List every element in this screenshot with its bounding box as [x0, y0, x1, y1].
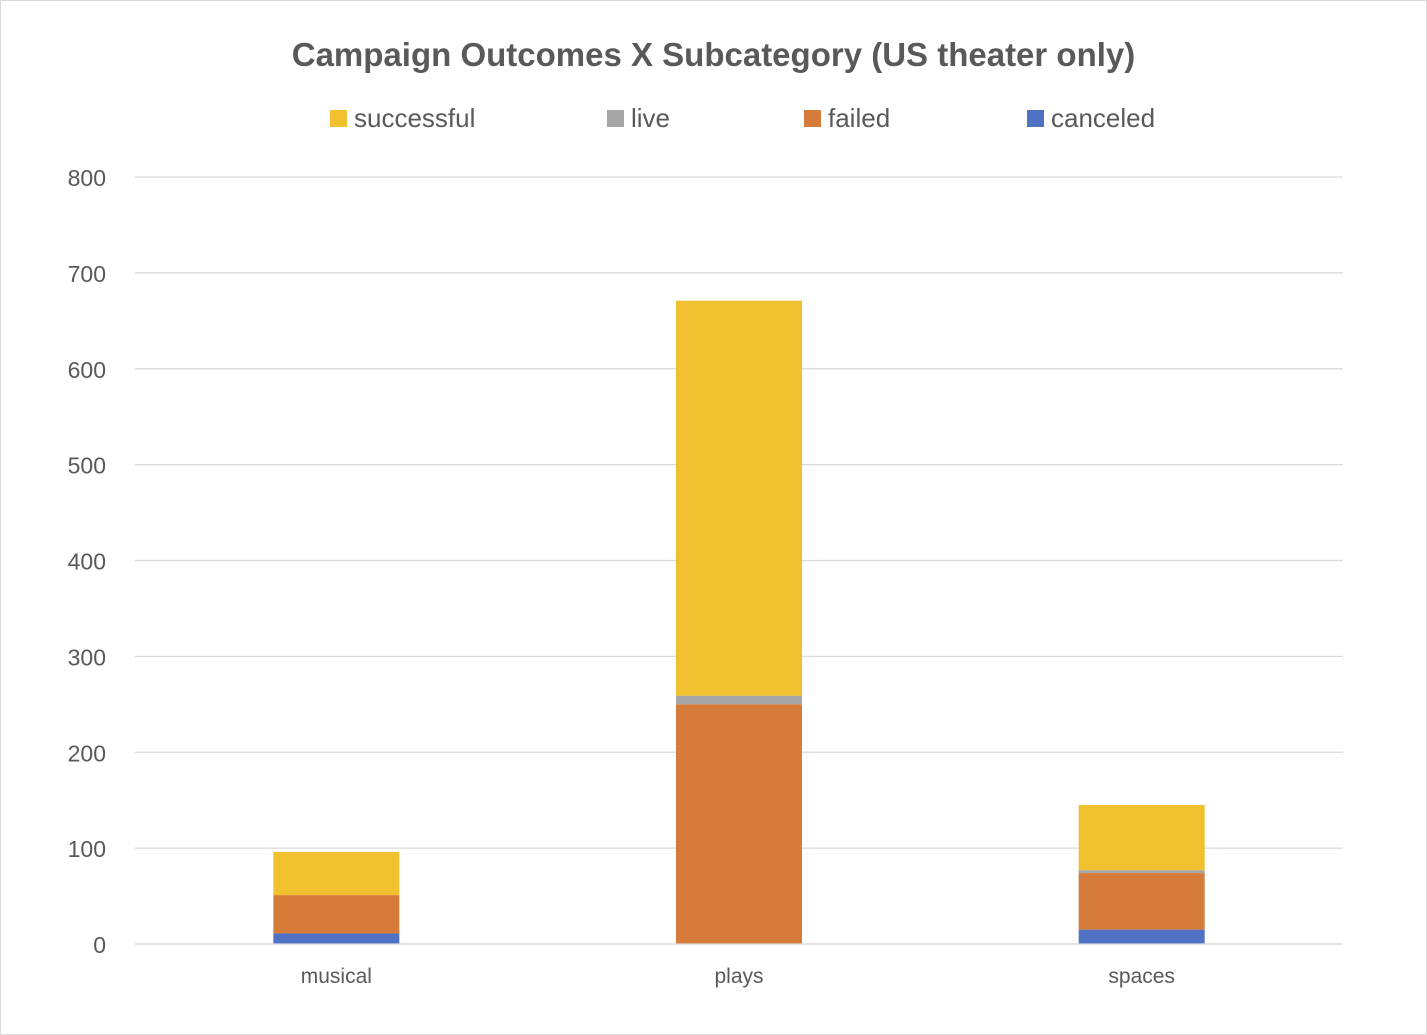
bar-spaces-live: [1078, 870, 1205, 874]
legend-swatch-failed: [804, 109, 821, 127]
y-tick-label: 100: [68, 836, 106, 862]
legend-swatch-live: [607, 109, 624, 127]
y-tick-label: 800: [68, 165, 106, 191]
legend-label-canceled: canceled: [1051, 102, 1156, 133]
bar-plays-live: [676, 695, 802, 705]
legend-label-live: live: [631, 102, 671, 133]
x-tick-label: spaces: [1108, 965, 1175, 988]
bar-plays-failed: [676, 704, 802, 944]
y-tick-label: 600: [68, 357, 106, 383]
bar-musical-failed: [273, 895, 400, 934]
bar-plays-successful: [676, 300, 802, 696]
bar-spaces-successful: [1078, 804, 1205, 871]
bar-musical-canceled: [273, 933, 400, 944]
bar-spaces-failed: [1078, 873, 1205, 930]
bar-spaces-canceled: [1078, 929, 1205, 944]
legend-swatch-successful: [330, 109, 347, 127]
y-tick-label: 200: [68, 740, 106, 766]
legend-label-failed: failed: [828, 102, 891, 133]
legend: successful live failed canceled: [0, 100, 1427, 136]
y-tick-label: 500: [68, 453, 106, 479]
legend-item-failed: failed: [804, 100, 890, 136]
chart-title: Campaign Outcomes X Subcategory (US thea…: [291, 36, 1136, 73]
legend-label-successful: successful: [354, 102, 476, 133]
x-tick-label: musical: [301, 965, 372, 988]
legend-swatch-canceled: [1027, 109, 1044, 127]
x-tick-label: plays: [714, 965, 763, 988]
y-tick-label: 700: [68, 261, 106, 287]
legend-item-successful: successful: [330, 100, 475, 136]
y-tick-label: 300: [68, 644, 106, 670]
bar-musical-successful: [273, 851, 400, 896]
legend-item-canceled: canceled: [1027, 100, 1155, 136]
legend-item-live: live: [607, 100, 670, 136]
y-tick-label: 0: [93, 932, 106, 958]
y-tick-label: 400: [68, 549, 106, 575]
